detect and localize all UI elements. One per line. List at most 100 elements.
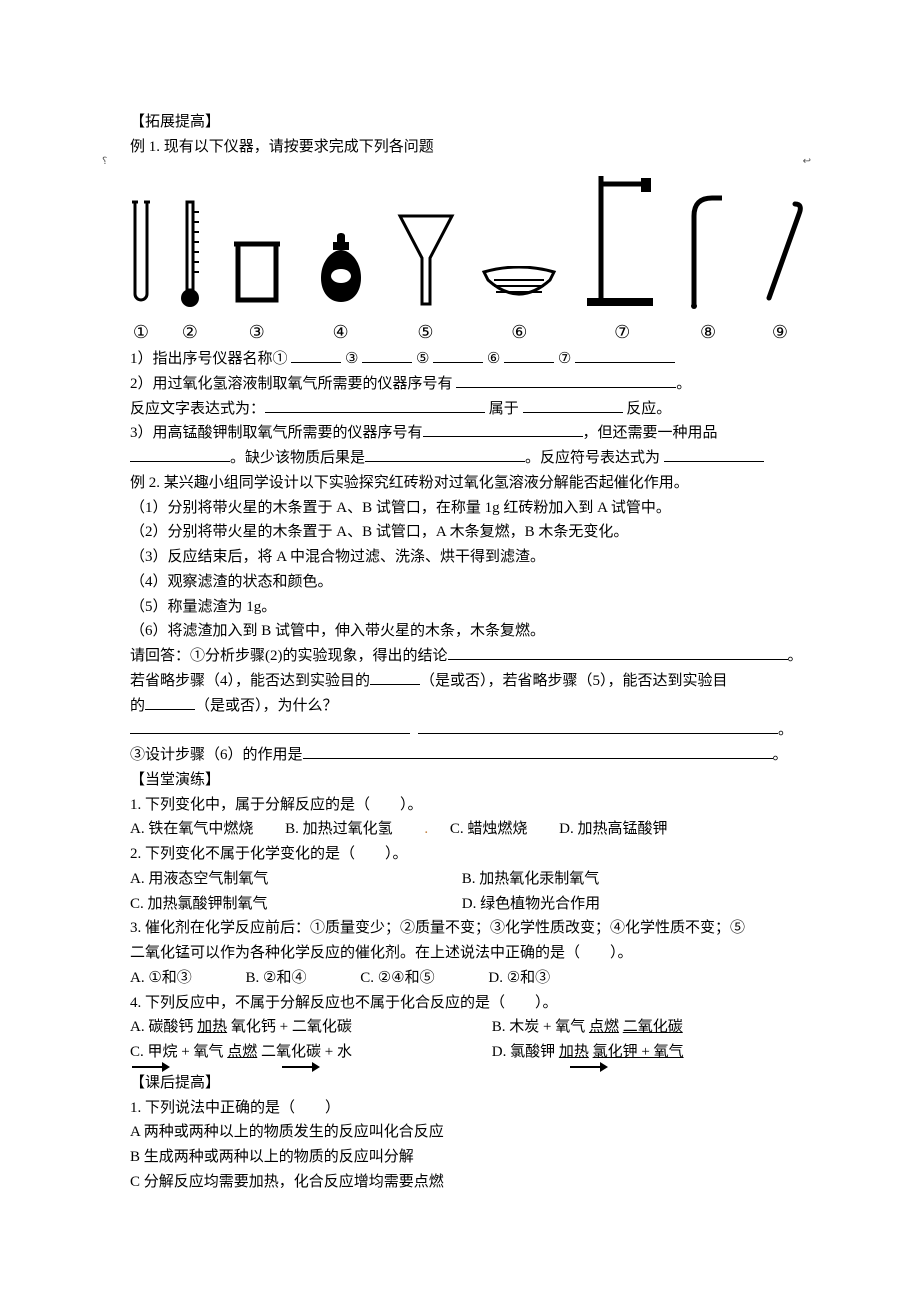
blank[interactable]: [523, 397, 623, 413]
blank[interactable]: [370, 669, 420, 685]
alcohol-lamp-icon: [311, 232, 371, 310]
text: ，但还需要一种用品: [583, 425, 718, 441]
blank[interactable]: [303, 743, 773, 759]
text: 。反应符号表达式为: [525, 450, 660, 466]
opt-c[interactable]: C. 甲烷 + 氧气 点燃 二氧化碳 + 水: [130, 1040, 460, 1065]
opt-d[interactable]: D. 氯酸钾 加热 氯化钾 + 氧气: [492, 1040, 684, 1065]
ic-q3-opts: A. ①和③ B. ②和④ C. ②④和⑤ D. ②和③: [130, 966, 805, 991]
ic-q2-opts-1: A. 用液态空气制氧气 B. 加热氧化汞制氧气: [130, 867, 805, 892]
blank[interactable]: [575, 347, 675, 363]
heading-afterclass: 【课后提高】: [130, 1071, 805, 1096]
ex2-qa-blankline: 。: [130, 718, 805, 743]
text: 的: [130, 698, 145, 714]
opt-a[interactable]: A. 用液态空气制氧气: [130, 867, 430, 892]
opt-d[interactable]: D. ②和③: [488, 966, 550, 991]
ic-q4-row2: C. 甲烷 + 氧气 点燃 二氧化碳 + 水 D. 氯酸钾 加热 氯化钾 + 氧…: [130, 1040, 805, 1065]
ac-b[interactable]: B 生成两种或两种以上的物质的反应叫分解: [130, 1145, 805, 1170]
label-8: ⑧: [700, 318, 716, 348]
ic-q3a: 3. 催化剂在化学反应前后：①质量变少；②质量不变；③化学性质改变；④化学性质不…: [130, 916, 805, 941]
beaker-icon: [228, 238, 286, 310]
text: 二氧化碳 + 水: [261, 1044, 352, 1060]
arrow-icon: [132, 1063, 170, 1071]
cond: 点燃: [589, 1019, 619, 1035]
blank[interactable]: [362, 347, 412, 363]
text: A. 碳酸钙: [130, 1019, 193, 1035]
label-2: ②: [182, 318, 198, 348]
iron-stand-icon: [583, 170, 661, 310]
label-7: ⑦: [614, 318, 630, 348]
text: 反应。: [626, 401, 671, 417]
apparatus-5: ⑤: [396, 212, 456, 348]
blank[interactable]: [130, 718, 410, 734]
opt-d[interactable]: D. 加热高锰酸钾: [559, 817, 667, 842]
opt-c[interactable]: C. 加热氯酸钾制氧气: [130, 892, 430, 917]
text: 若省略步骤（4），能否达到实验目的: [130, 673, 370, 689]
opt-b[interactable]: B. ②和④: [246, 966, 307, 991]
ac-q1: 1. 下列说法中正确的是（ ）: [130, 1096, 805, 1121]
cond: 加热: [559, 1044, 589, 1060]
ex1-q2b: 反应文字表达式为： 属于 反应。: [130, 397, 805, 422]
label-1: ①: [133, 318, 149, 348]
blank[interactable]: [433, 347, 483, 363]
blank[interactable]: [418, 718, 778, 734]
apparatus-3: ③: [228, 238, 286, 348]
ex2-s4: （4）观察滤渣的状态和颜色。: [130, 570, 805, 595]
ex2-intro: 例 2. 某兴趣小组同学设计以下实验探究红砖粉对过氧化氢溶液分解能否起催化作用。: [130, 471, 805, 496]
apparatus-8: ⑧: [686, 188, 730, 348]
ex2-qa3: 的 （是或否），为什么？: [130, 694, 805, 719]
corner-mark: ↩: [803, 154, 811, 171]
ic-q2: 2. 下列变化不属于化学变化的是（ ）。: [130, 842, 805, 867]
ex1-q3-cont: 。缺少该物质后果是。反应符号表达式为: [130, 446, 805, 471]
ex1-q2: 2）用过氧化氢溶液制取氧气所需要的仪器序号有 。: [130, 372, 805, 397]
text: 氧化钙 + 二氧化碳: [231, 1019, 352, 1035]
label-4: ④: [333, 318, 349, 348]
text: 1）指出序号仪器名称①: [130, 351, 288, 367]
opt-c[interactable]: C. ②④和⑤: [360, 966, 434, 991]
blank[interactable]: [291, 347, 341, 363]
heading-expand: 【拓展提高】: [130, 110, 805, 135]
apparatus-4: ④: [311, 232, 371, 348]
ic-q4-row1: A. 碳酸钙 加热 氧化钙 + 二氧化碳 B. 木炭 + 氧气 点燃 二氧化碳: [130, 1015, 805, 1040]
ex1-q1: 1）指出序号仪器名称① ③ ⑤ ⑥ ⑦: [130, 347, 805, 372]
apparatus-1: ①: [130, 200, 152, 348]
label-9: ⑨: [772, 318, 788, 348]
text: 请回答：①分析步骤(2)的实验现象，得出的结论: [130, 648, 448, 664]
text: 反应文字表达式为：: [130, 401, 265, 417]
opt-a[interactable]: A. 碳酸钙 加热 氧化钙 + 二氧化碳: [130, 1015, 460, 1040]
text: （是或否），为什么？: [195, 698, 338, 714]
text: B. 木炭 + 氧气: [492, 1019, 585, 1035]
blank[interactable]: [145, 694, 195, 710]
ac-a[interactable]: A 两种或两种以上的物质发生的反应叫化合反应: [130, 1120, 805, 1145]
apparatus-7: ⑦: [583, 170, 661, 348]
blank[interactable]: [456, 372, 676, 388]
blank[interactable]: [504, 347, 554, 363]
blank[interactable]: [448, 644, 788, 660]
opt-c[interactable]: C. 蜡烛燃烧: [450, 817, 528, 842]
blank[interactable]: [423, 421, 583, 437]
opt-b[interactable]: B. 加热过氧化氢: [285, 817, 393, 842]
ex2-qa2: 若省略步骤（4），能否达到实验目的（是或否），若省略步骤（5），能否达到实验目: [130, 669, 805, 694]
text: 属于: [489, 401, 519, 417]
opt-a[interactable]: A. 铁在氧气中燃烧: [130, 817, 253, 842]
blank[interactable]: [265, 397, 485, 413]
opt-b[interactable]: B. 木炭 + 氧气 点燃 二氧化碳: [492, 1015, 683, 1040]
opt-a[interactable]: A. ①和③: [130, 966, 192, 991]
opt-b[interactable]: B. 加热氧化汞制氧气: [462, 867, 600, 892]
blank[interactable]: [130, 446, 230, 462]
funnel-icon: [396, 212, 456, 310]
opt-d[interactable]: D. 绿色植物光合作用: [462, 892, 600, 917]
ic-q1: 1. 下列变化中，属于分解反应的是（ ）。: [130, 793, 805, 818]
test-tube-icon: [130, 200, 152, 310]
blank[interactable]: [664, 446, 764, 462]
blank[interactable]: [365, 446, 525, 462]
ex2-s5: （5）称量滤渣为 1g。: [130, 595, 805, 620]
glass-rod-icon: [755, 198, 805, 310]
ac-c[interactable]: C 分解反应均需要加热，化合反应增均需要点燃: [130, 1170, 805, 1195]
label-6: ⑥: [511, 318, 527, 348]
ex2-s2: （2）分别将带火星的木条置于 A、B 试管口，A 木条复燃，B 木条无变化。: [130, 520, 805, 545]
ic-q2-opts-2: C. 加热氯酸钾制氧气 D. 绿色植物光合作用: [130, 892, 805, 917]
text: ③: [345, 351, 358, 367]
heading-inclass: 【当堂演练】: [130, 768, 805, 793]
apparatus-6: ⑥: [480, 266, 558, 348]
text: ⑥: [487, 351, 500, 367]
